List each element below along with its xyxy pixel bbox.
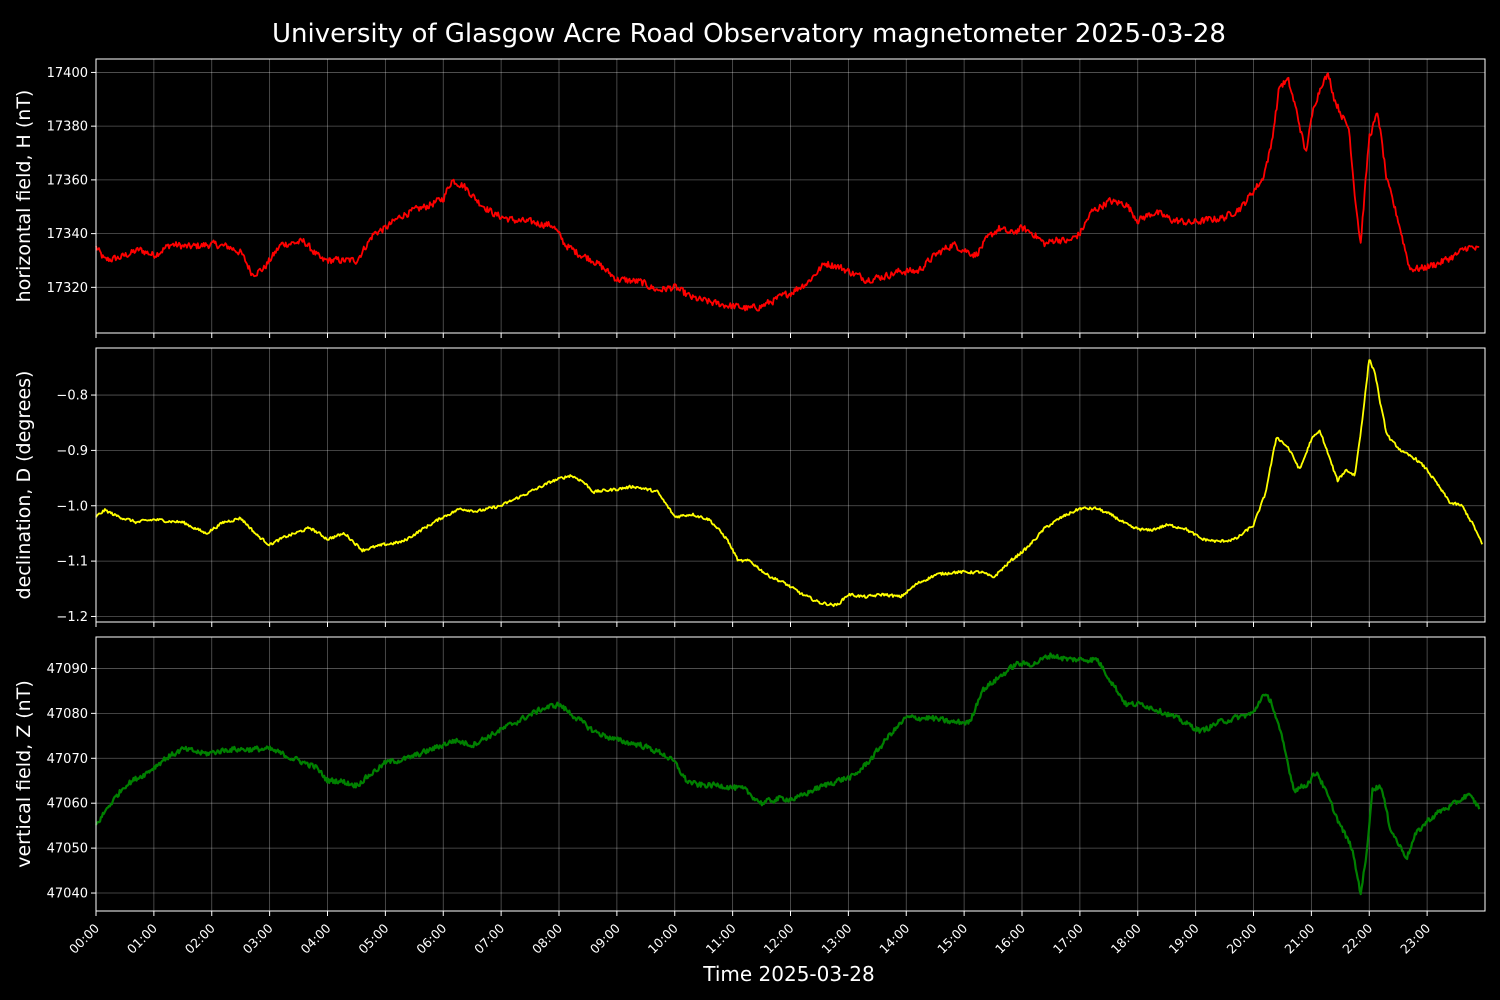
x-axis-label: Time 2025-03-28	[702, 962, 875, 986]
x-tick-label: 05:00	[355, 920, 391, 956]
x-tick-label: 17:00	[1050, 920, 1086, 956]
y-tick-label: −1.0	[56, 499, 88, 514]
y-tick-label: 17360	[47, 173, 88, 188]
vertical-field-panel: 47040 47050 47060 47070 47080 47090 vertical f…	[13, 636, 1486, 916]
x-tick-label: 00:00	[66, 920, 102, 956]
y-tick-label: 17400	[47, 66, 88, 81]
x-tick-label: 06:00	[413, 920, 449, 956]
vertical-field-plot-area	[96, 637, 1485, 911]
x-tick-label: 02:00	[182, 920, 218, 956]
x-tick-label: 01:00	[124, 920, 160, 956]
horizontal-field-series-line	[95, 72, 1480, 312]
y-tick-label: 47040	[47, 887, 88, 902]
x-tick-label: 12:00	[761, 920, 797, 956]
y-tick-label: 47080	[47, 707, 88, 722]
declination-series-line	[95, 359, 1483, 608]
x-tick-label: 23:00	[1397, 920, 1433, 956]
horizontal-field-axes-frame	[95, 58, 1486, 334]
x-tick-label: 20:00	[1224, 920, 1260, 956]
x-tick-label: 16:00	[992, 920, 1028, 956]
vertical-field-series-line	[95, 652, 1481, 896]
declination-plot-area	[96, 348, 1485, 622]
horizontal-field-panel: 17320 17340 17360 17380 17400 horizontal fiel…	[13, 58, 1486, 338]
y-tick-label: 17380	[47, 120, 88, 135]
x-tick-label: 11:00	[703, 920, 739, 956]
y-tick-label: −1.2	[56, 610, 88, 625]
x-tick-label: 07:00	[471, 920, 507, 956]
x-tick-label: 13:00	[818, 920, 854, 956]
chart-title: University of Glasgow Acre Road Observat…	[272, 19, 1226, 49]
x-tick-label: 18:00	[1108, 920, 1144, 956]
declination-panel: −1.2 −1.1 −1.0 −0.9 −0.8 declination, D (degr…	[13, 347, 1486, 627]
vertical-field-y-axis-label: vertical field, Z (nT)	[13, 680, 35, 868]
horizontal-field-plot-area	[96, 59, 1485, 333]
declination-y-axis-label: declination, D (degrees)	[13, 371, 35, 600]
y-tick-label: −1.1	[56, 555, 88, 570]
x-tick-label: 04:00	[298, 920, 334, 956]
y-tick-label: 47070	[47, 752, 88, 767]
x-tick-label: 10:00	[645, 920, 681, 956]
y-tick-label: −0.8	[56, 389, 88, 404]
y-tick-label: 17340	[47, 227, 88, 242]
x-tick-label: 22:00	[1339, 920, 1375, 956]
x-tick-label: 08:00	[529, 920, 565, 956]
y-tick-label: −0.9	[56, 444, 88, 459]
x-tick-label: 15:00	[934, 920, 970, 956]
x-tick-label: 21:00	[1281, 920, 1317, 956]
y-tick-label: 17320	[47, 281, 88, 296]
y-tick-label: 47050	[47, 842, 88, 857]
y-tick-label: 47090	[47, 662, 88, 677]
declination-axes-frame	[95, 347, 1486, 623]
x-tick-label: 19:00	[1166, 920, 1202, 956]
horizontal-field-y-axis-label: horizontal field, H (nT)	[13, 90, 35, 303]
x-tick-label: 14:00	[876, 920, 912, 956]
vertical-field-axes-frame	[95, 636, 1486, 912]
x-tick-label: 09:00	[587, 920, 623, 956]
y-tick-label: 47060	[47, 797, 88, 812]
x-tick-label: 03:00	[240, 920, 276, 956]
